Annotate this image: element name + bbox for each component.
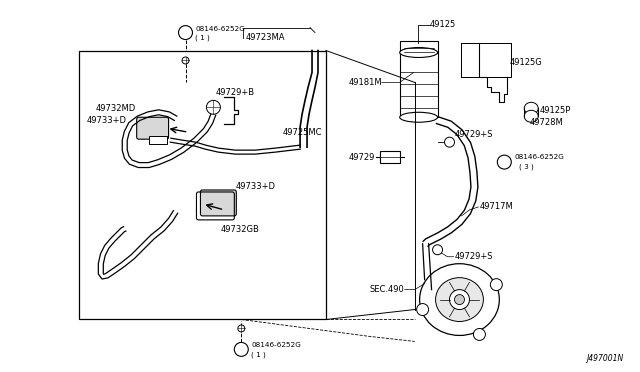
Ellipse shape: [436, 278, 483, 321]
Text: 49732GB: 49732GB: [220, 225, 259, 234]
Text: 08146-6252G: 08146-6252G: [515, 154, 564, 160]
Circle shape: [238, 325, 244, 332]
Text: 49732MD: 49732MD: [95, 104, 136, 113]
Text: ( 1 ): ( 1 ): [252, 351, 266, 357]
Text: 49725MC: 49725MC: [282, 128, 322, 137]
Text: B: B: [238, 344, 244, 354]
Text: SEC.490: SEC.490: [370, 285, 404, 294]
Circle shape: [490, 279, 502, 291]
Text: 49728M: 49728M: [529, 118, 563, 127]
Text: B: B: [501, 157, 507, 166]
Circle shape: [207, 100, 220, 114]
Circle shape: [474, 328, 485, 340]
Text: 49181M: 49181M: [348, 78, 382, 87]
Text: 49733+D: 49733+D: [87, 116, 127, 125]
Circle shape: [445, 137, 454, 147]
Circle shape: [182, 57, 189, 64]
Circle shape: [433, 245, 442, 255]
Text: 49125P: 49125P: [539, 106, 570, 115]
Ellipse shape: [400, 112, 438, 122]
Circle shape: [417, 304, 429, 315]
Ellipse shape: [420, 264, 499, 336]
Ellipse shape: [400, 48, 438, 58]
Text: 49729+S: 49729+S: [454, 252, 493, 261]
Bar: [461, 42, 511, 77]
Ellipse shape: [524, 102, 538, 114]
Ellipse shape: [524, 110, 538, 122]
Circle shape: [454, 295, 465, 305]
Bar: [79, 51, 326, 320]
Text: 49717M: 49717M: [479, 202, 513, 211]
Bar: [400, 52, 438, 117]
FancyBboxPatch shape: [137, 117, 168, 139]
Text: 49723MA: 49723MA: [245, 33, 285, 42]
Text: J497001N: J497001N: [587, 355, 624, 363]
Bar: [400, 41, 438, 54]
Text: ( 1 ): ( 1 ): [195, 34, 210, 41]
Circle shape: [449, 290, 469, 310]
Bar: [148, 136, 166, 144]
Text: 08146-6252G: 08146-6252G: [195, 26, 245, 32]
Circle shape: [497, 155, 511, 169]
Bar: [380, 151, 400, 163]
Text: B: B: [182, 28, 188, 37]
FancyBboxPatch shape: [200, 190, 236, 216]
Text: 49729+B: 49729+B: [216, 88, 255, 97]
Text: 49125: 49125: [429, 20, 456, 29]
Text: 49733+D: 49733+D: [236, 183, 275, 192]
Text: 49729+S: 49729+S: [454, 130, 493, 139]
Text: 49729: 49729: [348, 153, 375, 161]
Circle shape: [234, 342, 248, 356]
Text: 49125G: 49125G: [509, 58, 542, 67]
Text: 08146-6252G: 08146-6252G: [252, 342, 301, 349]
Text: ( 3 ): ( 3 ): [519, 164, 534, 170]
Circle shape: [179, 26, 193, 39]
